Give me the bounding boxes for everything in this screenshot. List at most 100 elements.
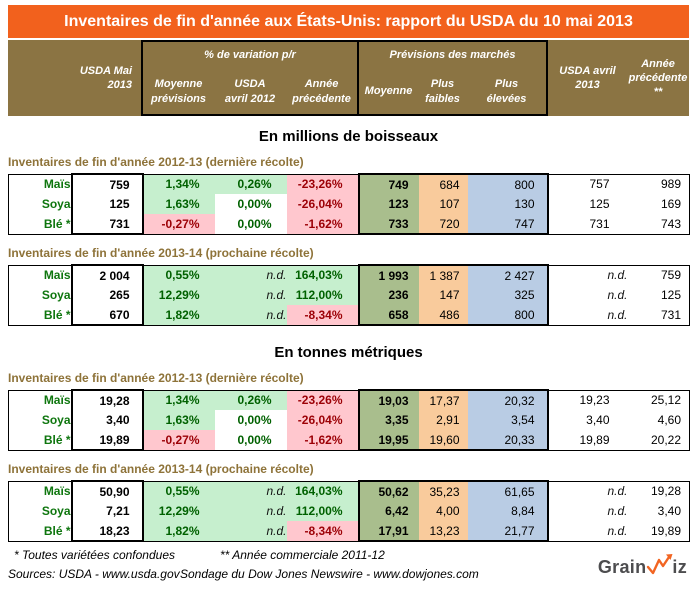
value-cell: n.d. (607, 523, 628, 538)
value-cell: 757 (589, 177, 610, 192)
value-cell: 4,60 (657, 413, 681, 427)
value-cell: 3,54 (467, 410, 549, 430)
section-title-tonnes: En tonnes métriques (274, 344, 423, 361)
value-cell: 20,22 (650, 432, 681, 447)
value-cell: 19,28 (650, 484, 681, 499)
value-cell: -23,26% (286, 390, 359, 410)
footer: * Toutes variétées confondues ** Année c… (8, 548, 689, 594)
table-row: Soya 265 12,29% n.d. 112,00% 236 147 325 n.d. 125 (9, 285, 690, 305)
row-label: Blé * (43, 307, 71, 322)
table-row: Maïs 2 004 0,55% n.d. 164,03% 1 993 1 387 2 427… (9, 264, 690, 285)
value-cell: 759 (660, 268, 681, 283)
value-cell: 486 (418, 305, 468, 326)
table-row: Maïs 19,28 1,34% 0,26% -23,26% 19,03 17,37 20,3… (9, 389, 690, 410)
value-cell: 800 (467, 305, 549, 326)
col-header-plus-faibles: Plus faibles (418, 69, 467, 116)
value-cell: 19,03 (357, 389, 419, 410)
table-row: Blé * 19,89 -0,27% 0,00% -1,62% 19,95 19,60 20,… (9, 430, 690, 451)
value-cell: 25,12 (650, 393, 681, 408)
value-cell: 50,62 (357, 480, 419, 501)
value-cell: 2,91 (418, 410, 468, 430)
value-cell: 13,23 (418, 521, 468, 542)
value-cell: 731 (660, 307, 681, 322)
value-cell: 1,34% (142, 174, 215, 194)
value-cell: 0,26% (214, 390, 287, 410)
section-title-boisseaux: En millions de boisseaux (258, 128, 439, 145)
value-cell: 19,89 (579, 432, 610, 447)
value-cell: n.d. (607, 268, 628, 283)
table-row: Blé * 18,23 1,82% n.d. -8,34% 17,91 13,23 21,77… (9, 521, 690, 542)
value-cell: n.d. (214, 521, 287, 541)
table-row: Soya 125 1,63% 0,00% -26,04% 123 107 130 125 169 (9, 194, 690, 214)
value-cell: 1 993 (357, 264, 419, 285)
row-label: Maïs (43, 484, 71, 499)
value-cell: n.d. (214, 501, 287, 521)
value-cell: 61,65 (467, 480, 549, 501)
subsection-label-2013-14: Inventaires de fin d'année 2013-14 (proc… (8, 246, 314, 260)
row-label: Soya (41, 288, 71, 302)
value-cell: 18,23 (70, 521, 144, 542)
value-cell: 19,95 (357, 430, 419, 451)
logo-text-iz: iz (672, 557, 687, 577)
footnote-commercial-year: ** Année commerciale 2011-12 (220, 548, 385, 562)
value-cell: 731 (589, 216, 610, 231)
value-cell: 3,40 (70, 410, 144, 430)
value-cell: 236 (357, 285, 419, 305)
value-cell: 658 (357, 305, 419, 326)
value-cell: 989 (660, 177, 681, 192)
value-cell: 1,34% (142, 390, 215, 410)
table-row: Soya 7,21 12,29% n.d. 112,00% 6,42 4,00 8,84 n.d… (9, 501, 690, 521)
table-row: Blé * 670 1,82% n.d. -8,34% 658 486 800 n.d. 731 (9, 305, 690, 326)
value-cell: 0,00% (214, 214, 287, 234)
value-cell: 21,77 (467, 521, 549, 542)
value-cell: 2 004 (70, 264, 144, 285)
value-cell: 670 (70, 305, 144, 326)
value-cell: 4,00 (418, 501, 468, 521)
row-label: Maïs (43, 177, 71, 192)
table-header: USDA Mai 2013 % de variation p/r Prévisi… (8, 40, 689, 116)
value-cell: 2 427 (467, 264, 549, 285)
row-label: Blé * (43, 216, 71, 231)
value-cell: -0,27% (142, 430, 215, 450)
sources-text: Sources: USDA - www.usda.gov (8, 567, 180, 581)
logo-text-grain: Grain (597, 557, 647, 577)
value-cell: 0,26% (214, 174, 287, 194)
value-cell: 0,00% (214, 410, 287, 430)
value-cell: 0,55% (142, 265, 215, 285)
value-cell: 720 (418, 214, 468, 235)
value-cell: n.d. (214, 305, 287, 325)
row-label: Maïs (43, 393, 71, 408)
value-cell: 800 (467, 173, 549, 194)
col-header-annee-precedente-2: Année précédente ** (628, 57, 688, 99)
value-cell: 0,55% (142, 481, 215, 501)
value-cell: 19,89 (70, 430, 144, 451)
logo-w-icon (646, 554, 673, 578)
subsection-label-2013-14-tonnes: Inventaires de fin d'année 2013-14 (proc… (8, 462, 314, 476)
value-cell: 125 (70, 194, 144, 214)
value-cell: 50,90 (70, 480, 144, 501)
value-cell: 112,00% (286, 285, 359, 305)
value-cell: 3,40 (657, 504, 681, 518)
inventory-table-tonnes-2012-13: Maïs 19,28 1,34% 0,26% -23,26% 19,03 17,37 20,3… (8, 389, 690, 451)
row-label: Blé * (43, 523, 71, 538)
footnote-varieties: * Toutes variétées confondues (14, 548, 175, 562)
value-cell: 112,00% (286, 501, 359, 521)
value-cell: 684 (418, 173, 468, 194)
value-cell: n.d. (607, 307, 628, 322)
value-cell: 1,82% (142, 305, 215, 325)
value-cell: -26,04% (286, 194, 359, 214)
value-cell: -26,04% (286, 410, 359, 430)
value-cell: -8,34% (286, 521, 359, 541)
table-row: Maïs 759 1,34% 0,26% -23,26% 749 684 800 757 989 (9, 173, 690, 194)
value-cell: 17,37 (418, 389, 468, 410)
value-cell: 19,23 (579, 393, 610, 408)
row-label: Soya (41, 413, 71, 427)
value-cell: 8,84 (467, 501, 549, 521)
value-cell: 7,21 (70, 501, 144, 521)
value-cell: 733 (357, 214, 419, 235)
value-cell: 1,63% (142, 194, 215, 214)
value-cell: 35,23 (418, 480, 468, 501)
row-label: Blé * (43, 432, 71, 447)
value-cell: 125 (589, 197, 610, 211)
col-header-usda-avril-2013: USDA avril 2013 (559, 64, 616, 91)
